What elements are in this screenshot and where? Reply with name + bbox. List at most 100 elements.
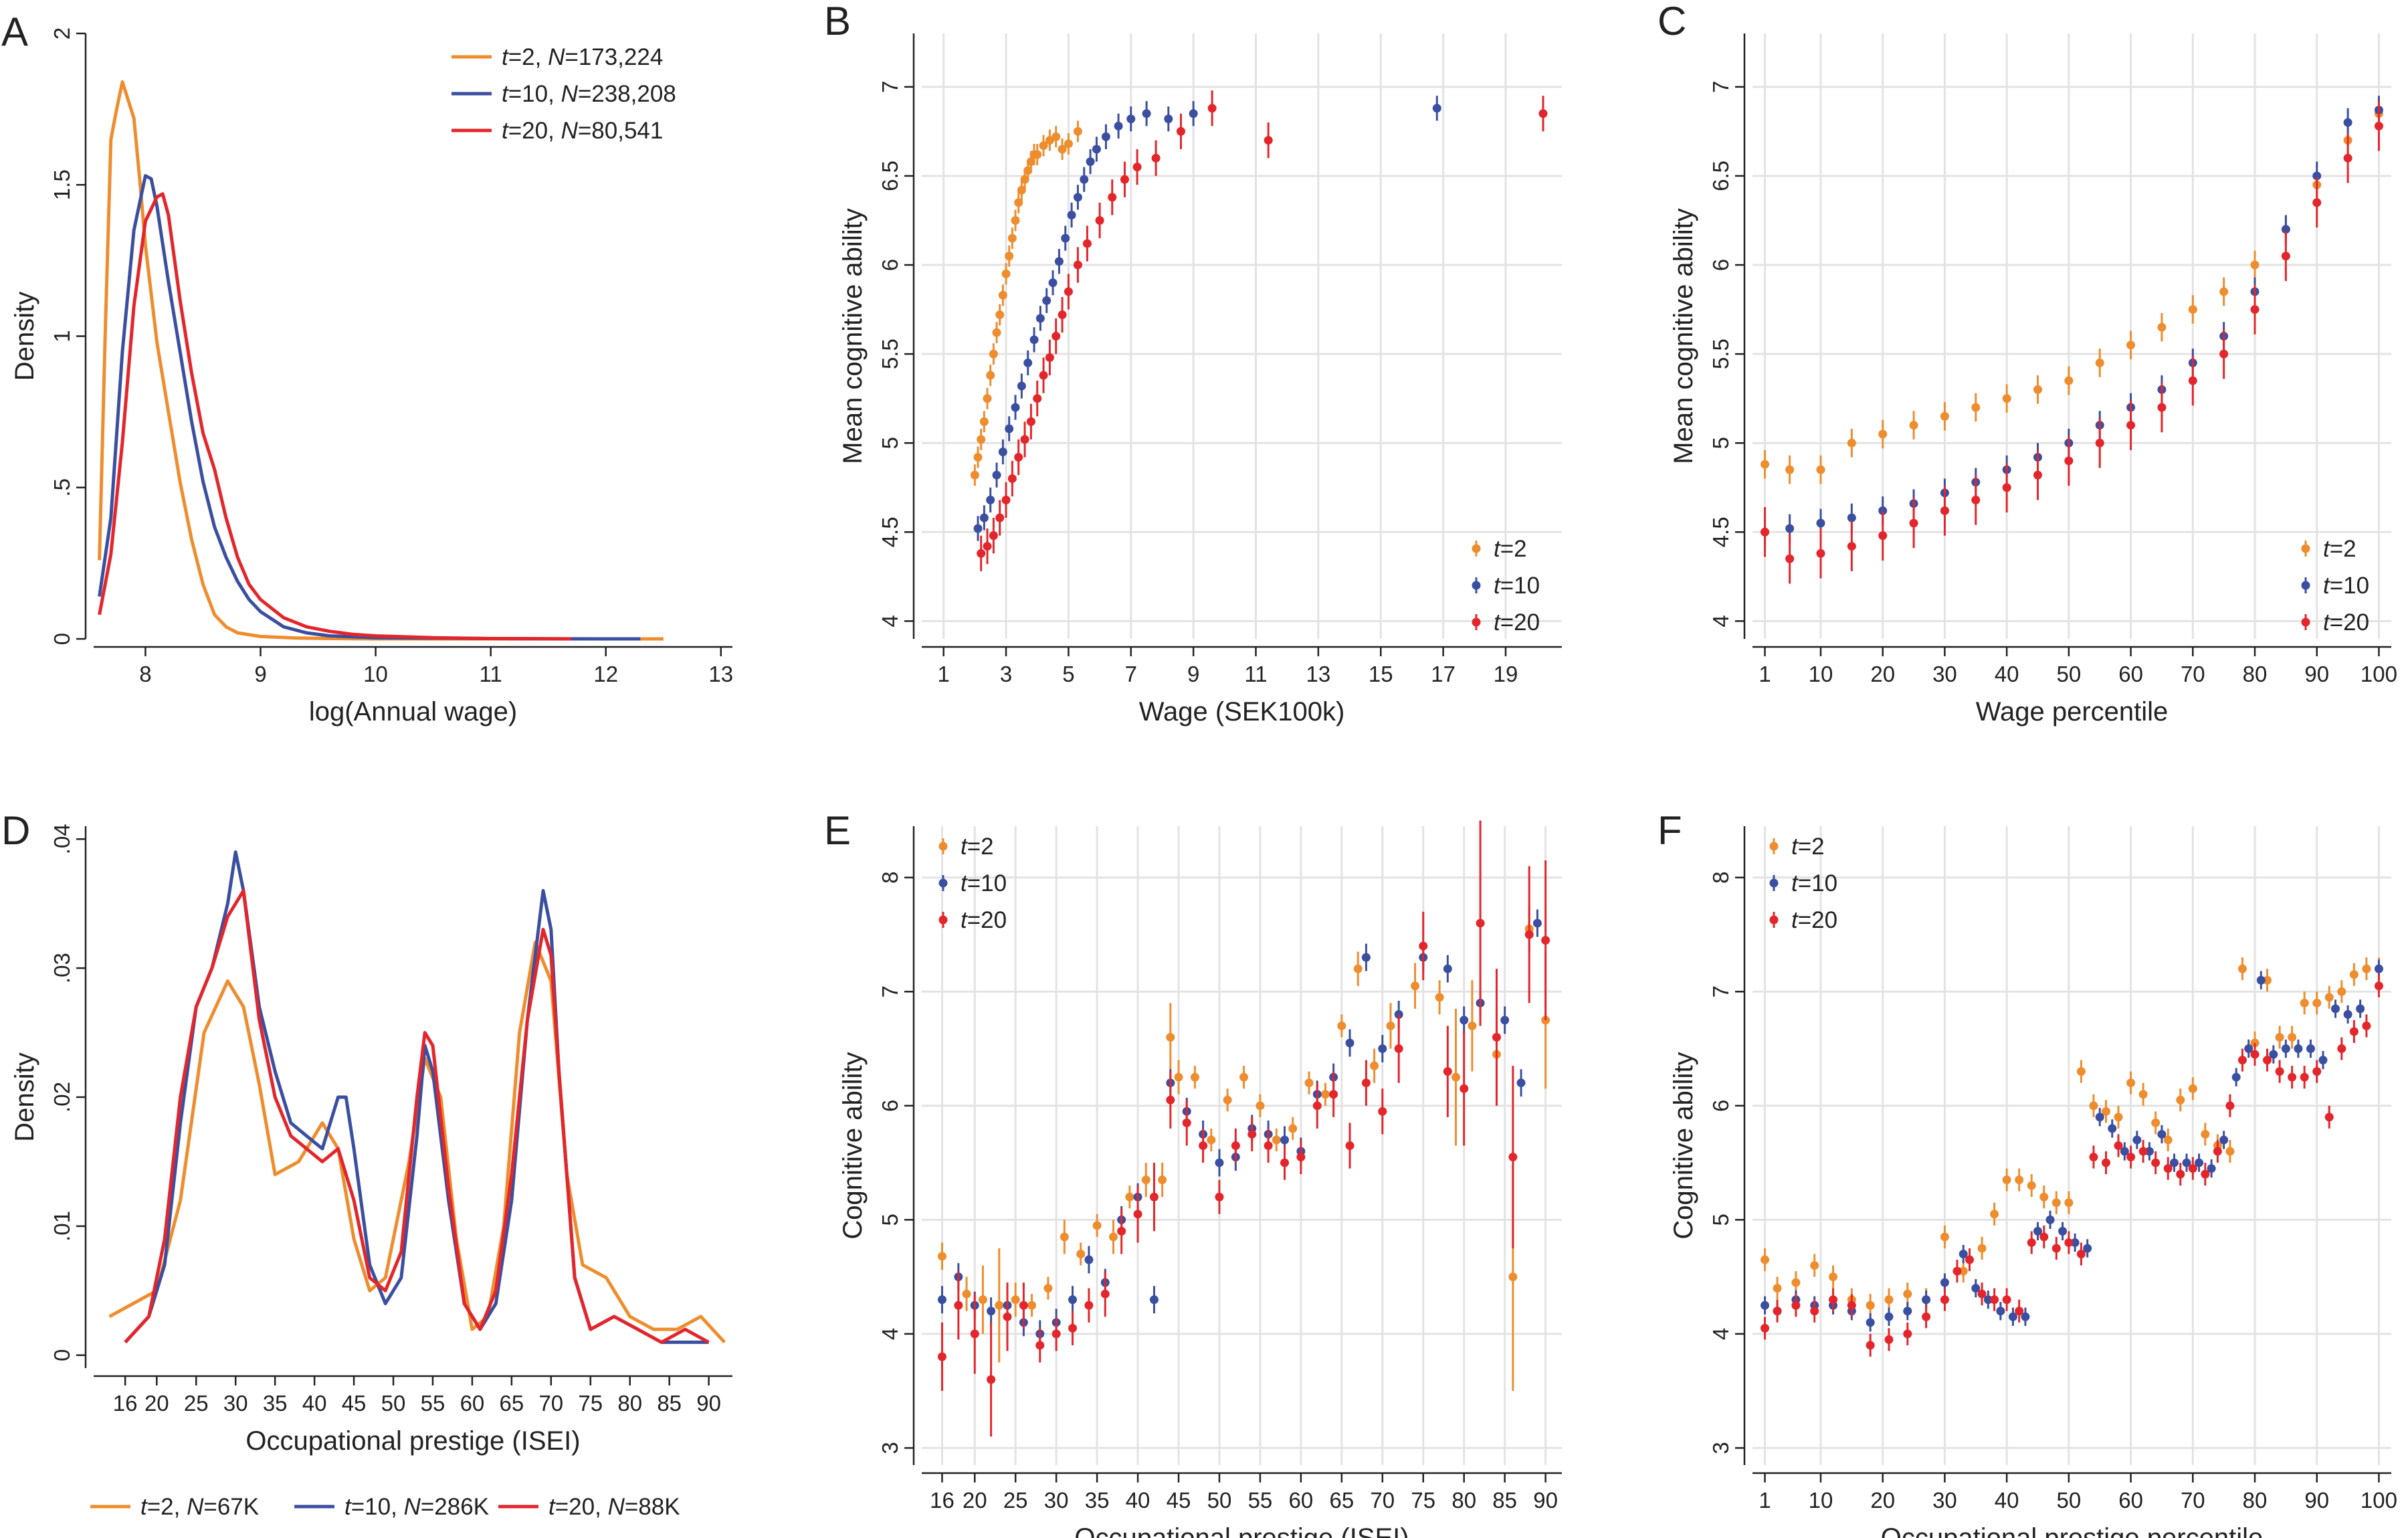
- data-point-t20: [937, 1352, 946, 1361]
- data-point-t10: [987, 1307, 996, 1316]
- data-point-t20: [2051, 1244, 2061, 1253]
- y-tick-label: 5: [878, 1214, 902, 1226]
- legend-label-rest: =2: [1798, 834, 1825, 860]
- data-point-t20: [2349, 1027, 2359, 1036]
- data-point-t10: [1189, 109, 1198, 118]
- data-point-t2: [1353, 964, 1363, 973]
- y-tick-label: .02: [49, 1082, 74, 1113]
- data-point-t20: [1026, 417, 1035, 426]
- data-point-t2: [1816, 465, 1825, 474]
- y-tick-label: 8: [878, 872, 902, 884]
- y-tick-label: 3: [1708, 1442, 1733, 1454]
- data-point-t20: [2015, 1307, 2024, 1316]
- data-point-t10: [2083, 1244, 2092, 1253]
- legend-label-t20: t=20: [961, 907, 1007, 933]
- data-point-t2: [2362, 964, 2371, 973]
- data-point-t20: [1132, 163, 1142, 172]
- data-point-t20: [2101, 1158, 2110, 1167]
- data-point-t10: [2343, 1010, 2352, 1019]
- data-point-t10: [2157, 1129, 2167, 1139]
- data-point-t20: [1538, 109, 1548, 118]
- data-point-t10: [1971, 1284, 1981, 1293]
- data-point-t20: [1068, 1323, 1078, 1333]
- y-tick-label: 7: [1708, 985, 1733, 997]
- data-point-t20: [1014, 453, 1023, 462]
- data-point-t10: [2244, 1044, 2253, 1054]
- data-point-t10: [1983, 1295, 1993, 1305]
- data-point-t20: [1761, 1323, 1770, 1333]
- y-tick-label: .03: [49, 953, 74, 983]
- data-point-t20: [1922, 1312, 1931, 1321]
- data-point-t2: [1033, 150, 1042, 159]
- data-point-t2: [1990, 1210, 1999, 1219]
- data-point-t20: [1791, 1301, 1801, 1310]
- legend-marker-t20: [2301, 617, 2310, 627]
- data-point-t10: [1903, 1307, 1912, 1316]
- legend-label-t: t: [2323, 536, 2330, 562]
- data-point-t10: [1959, 1250, 1968, 1259]
- data-point-t10: [1149, 1295, 1159, 1305]
- data-point-t20: [2250, 305, 2260, 314]
- legend-label-t: t: [961, 834, 968, 860]
- x-tick-label: 80: [2243, 1488, 2268, 1513]
- data-point-t20: [1816, 549, 1825, 558]
- data-point-t2: [2275, 1032, 2284, 1042]
- data-point-t20: [2089, 1153, 2098, 1162]
- data-point-t10: [1068, 1295, 1078, 1305]
- data-point-t2: [1256, 1101, 1265, 1111]
- data-point-t10: [2008, 1312, 2017, 1321]
- data-point-t2: [2225, 1147, 2235, 1156]
- legend-label-rest: =2: [2330, 536, 2356, 562]
- data-point-t2: [2163, 1135, 2173, 1145]
- data-point-t20: [1810, 1307, 1819, 1316]
- x-tick-label: 20: [1870, 1488, 1895, 1513]
- x-tick-label: 1: [937, 662, 949, 686]
- data-point-t2: [1007, 233, 1017, 243]
- y-tick-label: .04: [49, 824, 74, 854]
- x-tick-label: 30: [223, 1391, 248, 1416]
- data-point-t20: [1100, 1289, 1110, 1299]
- legend-label-t10: t=10: [961, 870, 1007, 896]
- plot-area: [1761, 96, 2383, 584]
- legend-label-rest: =20: [1500, 609, 1540, 636]
- legend-label-value: =173,224: [565, 44, 663, 70]
- data-point-t20: [1019, 1301, 1028, 1310]
- data-point-t10: [998, 448, 1007, 457]
- data-point-t10: [1035, 314, 1045, 323]
- data-point-t10: [2033, 1226, 2043, 1236]
- data-point-t10: [1067, 211, 1076, 219]
- data-point-t2: [1190, 1072, 1199, 1082]
- legend-label-rest: =10: [967, 870, 1007, 896]
- legend-label-value: =238,208: [578, 81, 676, 107]
- x-tick-label: 25: [1003, 1488, 1028, 1513]
- data-point-t2: [1773, 1284, 1782, 1293]
- data-point-t2: [2337, 987, 2346, 996]
- data-point-t2: [2114, 1113, 2123, 1122]
- data-point-t10: [1061, 233, 1070, 243]
- data-point-t20: [1971, 495, 1981, 504]
- legend-label-t: t: [548, 1494, 556, 1520]
- data-point-t20: [1952, 1266, 1962, 1276]
- data-point-t10: [1042, 296, 1051, 305]
- data-point-t2: [1884, 1295, 1894, 1305]
- y-tick-label: 6: [1708, 259, 1733, 271]
- data-point-t2: [1761, 460, 1770, 469]
- x-tick-label: 16: [113, 1391, 138, 1416]
- data-point-t20: [2064, 1238, 2074, 1247]
- x-axis-label: Wage (SEK100k): [1139, 697, 1345, 727]
- y-axis-label: Density: [10, 292, 39, 381]
- data-point-t2: [1141, 1175, 1150, 1185]
- x-tick-label: 40: [1126, 1488, 1150, 1513]
- y-tick-label: 7: [878, 985, 902, 997]
- data-point-t2: [1174, 1072, 1183, 1082]
- data-point-t20: [1051, 332, 1061, 341]
- legend-label-value: =67K: [203, 1494, 259, 1520]
- y-axis-label: Mean cognitive ability: [1669, 208, 1698, 464]
- x-tick-label: 10: [363, 662, 388, 686]
- legend: t=2t=10t=20: [1472, 536, 1540, 636]
- legend-label-t: t: [961, 907, 968, 933]
- data-point-t20: [954, 1301, 963, 1310]
- x-tick-label: 13: [708, 662, 733, 686]
- data-point-t2: [1011, 1295, 1020, 1305]
- legend: t=2t=10t=20: [938, 834, 1007, 933]
